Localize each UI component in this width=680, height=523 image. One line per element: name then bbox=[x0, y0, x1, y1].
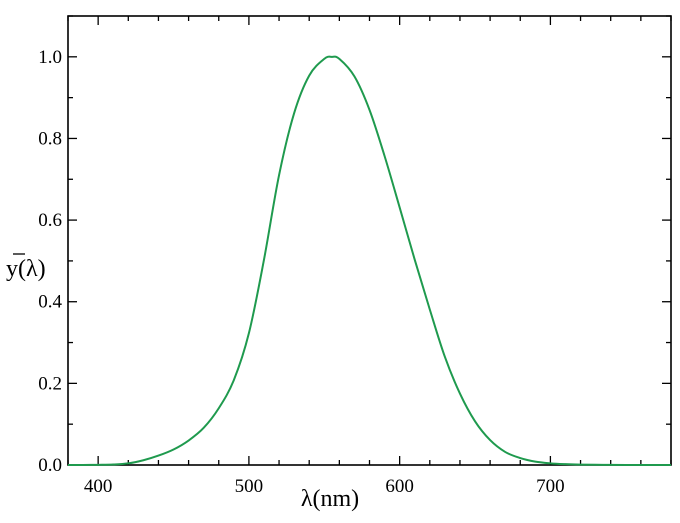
y-tick-label: 1.0 bbox=[38, 47, 62, 68]
y-tick-label: 0.0 bbox=[38, 455, 62, 476]
y-tick-label: 0.8 bbox=[38, 128, 62, 149]
series-line bbox=[67, 55, 671, 467]
y-tick-label: 0.6 bbox=[38, 210, 62, 231]
x-tick-label: 600 bbox=[385, 476, 414, 497]
x-tick-label: 500 bbox=[235, 476, 264, 497]
y-axis-label: y(λ) bbox=[6, 256, 46, 282]
axis-tick-labels: 400 500 600 700 0.0 0.2 0.4 0.6 0.8 1.0 bbox=[38, 47, 564, 497]
x-tick-label: 400 bbox=[84, 476, 113, 497]
y-tick-label: 0.4 bbox=[38, 292, 62, 313]
series-layer bbox=[67, 55, 671, 467]
plot-frame bbox=[67, 15, 672, 466]
x-tick-label: 700 bbox=[536, 476, 565, 497]
axis-ticks bbox=[67, 15, 672, 466]
y-tick-label: 0.2 bbox=[38, 373, 62, 394]
x-axis-label: λ(nm) bbox=[301, 486, 359, 512]
